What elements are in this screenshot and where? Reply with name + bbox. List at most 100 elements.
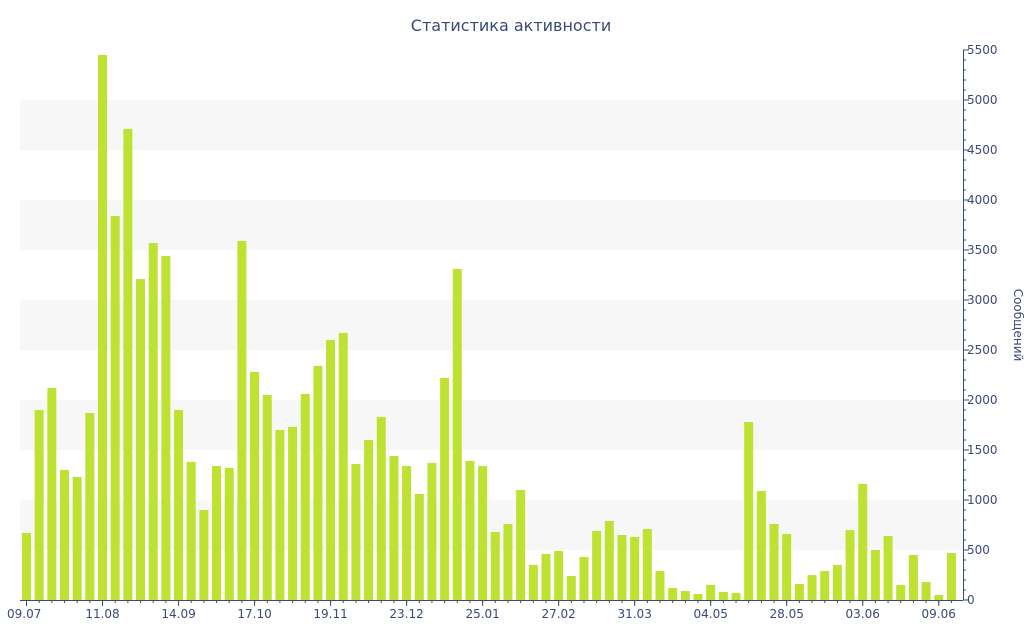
bar xyxy=(275,430,285,600)
bar xyxy=(832,565,842,600)
bar xyxy=(541,554,551,600)
bar xyxy=(300,394,310,600)
y-tick-label: 0 xyxy=(967,593,975,607)
bar xyxy=(47,388,57,600)
bar xyxy=(820,571,830,600)
grid-band xyxy=(20,200,963,250)
bar xyxy=(744,422,754,600)
bar xyxy=(490,532,500,600)
x-tick-label: 25.01 xyxy=(465,607,499,621)
bar xyxy=(706,585,716,600)
bar xyxy=(731,593,741,600)
bar xyxy=(72,477,82,600)
x-tick-label: 19.11 xyxy=(313,607,347,621)
bar xyxy=(148,243,158,600)
bar xyxy=(136,279,146,600)
bar xyxy=(161,256,171,600)
bar xyxy=(250,372,260,600)
bar xyxy=(338,333,348,600)
y-tick-label: 5500 xyxy=(967,43,998,57)
bar xyxy=(123,129,133,600)
y-tick-label: 3500 xyxy=(967,243,998,257)
bar xyxy=(592,531,602,600)
bar xyxy=(376,417,386,600)
bar xyxy=(98,55,108,600)
x-tick-label: 04.05 xyxy=(694,607,728,621)
bar xyxy=(896,585,906,600)
y-tick-label: 4000 xyxy=(967,193,998,207)
axes-group: 0 500 1000 1500 2000 2500 3000 3500 4000 4500 5000… xyxy=(7,43,998,621)
bar xyxy=(782,534,792,600)
bar xyxy=(617,535,627,600)
bar xyxy=(769,524,779,600)
bar xyxy=(934,595,944,600)
bar xyxy=(34,410,44,600)
bar xyxy=(516,490,526,600)
bar xyxy=(579,557,589,600)
bar xyxy=(440,378,450,600)
bar xyxy=(870,550,880,600)
y-tick-label: 1000 xyxy=(967,493,998,507)
bar xyxy=(604,521,614,600)
bar xyxy=(402,466,412,600)
bar xyxy=(414,494,424,600)
bar xyxy=(630,537,640,600)
bar xyxy=(680,591,690,600)
x-tick-label: 09.07 xyxy=(7,607,41,621)
x-tick-label: 28.05 xyxy=(770,607,804,621)
bar xyxy=(224,468,234,600)
y-tick-label: 3000 xyxy=(967,293,998,307)
grid-bands xyxy=(20,100,963,550)
bar xyxy=(465,461,475,600)
bar xyxy=(693,594,703,600)
bar xyxy=(908,555,918,600)
bar xyxy=(858,484,868,600)
bar xyxy=(554,551,564,600)
bar xyxy=(668,588,678,600)
bar xyxy=(503,524,513,600)
bar xyxy=(946,553,956,600)
y-tick-label: 2000 xyxy=(967,393,998,407)
x-tick-label: 03.06 xyxy=(846,607,880,621)
x-tick-label: 27.02 xyxy=(541,607,575,621)
y-tick-label: 5000 xyxy=(967,93,998,107)
x-tick-label: 23.12 xyxy=(389,607,423,621)
bar xyxy=(326,340,336,600)
bar xyxy=(655,571,665,600)
bar xyxy=(110,216,120,600)
bar xyxy=(313,366,323,600)
bar xyxy=(364,440,374,600)
bar xyxy=(756,491,766,600)
x-tick-label: 14.09 xyxy=(161,607,195,621)
bar xyxy=(478,466,488,600)
bar xyxy=(845,530,855,600)
chart-title: Статистика активности xyxy=(411,16,611,35)
bar xyxy=(288,427,298,600)
x-tick-label: 31.03 xyxy=(617,607,651,621)
bar xyxy=(452,269,462,600)
bar xyxy=(427,463,437,600)
bar xyxy=(186,462,196,600)
bar xyxy=(921,582,931,600)
bar xyxy=(212,466,222,600)
bar xyxy=(237,241,247,600)
bar xyxy=(883,536,893,600)
bar xyxy=(389,456,399,600)
grid-band xyxy=(20,100,963,150)
x-tick-label: 11.08 xyxy=(85,607,119,621)
bar xyxy=(60,470,70,600)
bar xyxy=(794,584,804,600)
bar xyxy=(174,410,184,600)
bar xyxy=(642,529,652,600)
x-tick-label: 17.10 xyxy=(237,607,271,621)
bar xyxy=(807,575,817,600)
bars-group xyxy=(22,55,956,600)
bar xyxy=(566,576,576,600)
bar xyxy=(85,413,95,600)
grid-band xyxy=(20,300,963,350)
bar xyxy=(199,510,209,600)
bar xyxy=(718,592,728,600)
y-tick-label: 1500 xyxy=(967,443,998,457)
